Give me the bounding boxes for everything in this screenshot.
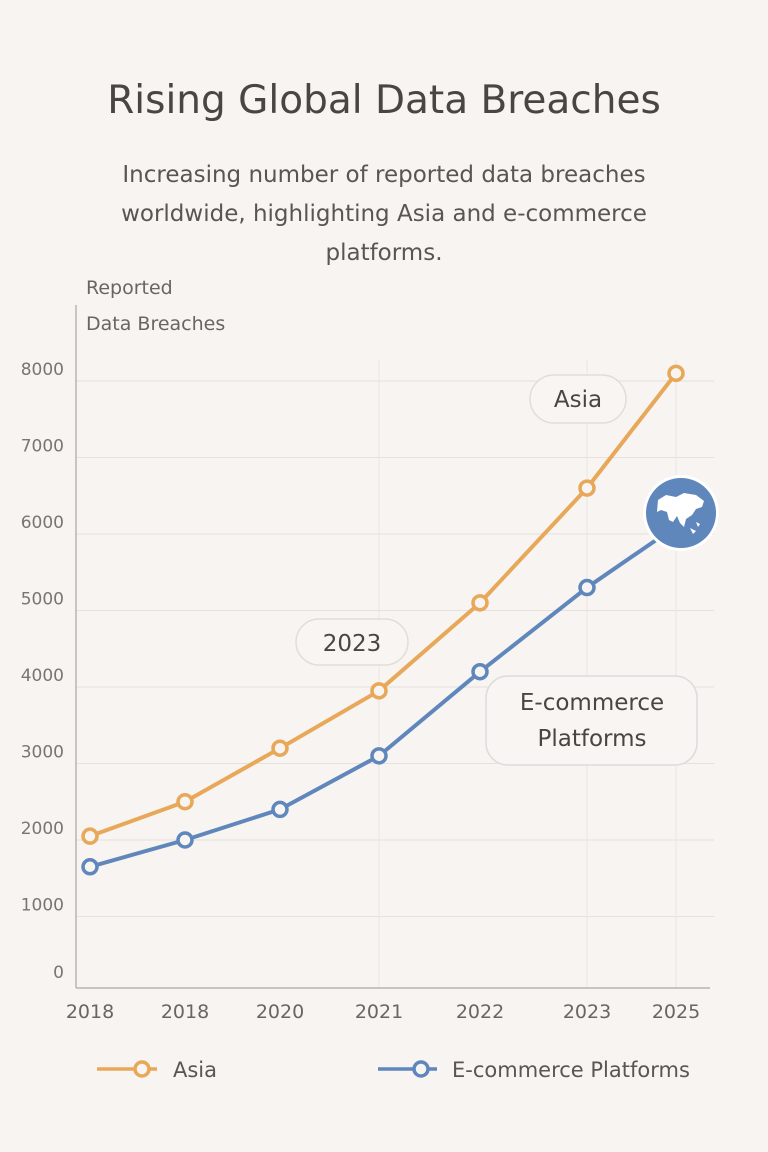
y-tick-label: 4000 bbox=[21, 666, 64, 686]
x-tick-label: 2021 bbox=[355, 1001, 403, 1023]
chart-title: Rising Global Data Breaches bbox=[107, 78, 661, 123]
ecommerce-data-point bbox=[81, 858, 99, 876]
x-tick-label: 2018 bbox=[66, 1001, 114, 1023]
asia-data-point bbox=[370, 682, 388, 700]
ecommerce-annotation-box bbox=[485, 675, 698, 766]
ecommerce-data-point bbox=[271, 800, 289, 819]
x-tick-label: 2022 bbox=[456, 1001, 504, 1023]
legend-asia-marker bbox=[133, 1060, 151, 1078]
chart-subtitle: Increasing number of reported data breac… bbox=[121, 162, 647, 266]
y-tick-label: 8000 bbox=[21, 360, 64, 380]
x-tick-label: 2018 bbox=[161, 1001, 209, 1023]
asia-series-line bbox=[89, 372, 678, 839]
asia-data-point bbox=[81, 827, 99, 845]
asia-globe-icon bbox=[643, 475, 719, 551]
y-tick-label: 3000 bbox=[21, 743, 64, 763]
y-axis-label-line-2: Data Breaches bbox=[86, 313, 226, 335]
y-tick-label: 5000 bbox=[21, 590, 64, 610]
y-tick-label: 1000 bbox=[21, 896, 64, 916]
year-annotation: 2023 bbox=[323, 631, 382, 657]
x-tick-label: 2025 bbox=[652, 1001, 700, 1023]
ecommerce-data-point bbox=[471, 662, 489, 681]
asia-annotation: Asia bbox=[554, 387, 602, 413]
legend-asia-label: Asia bbox=[173, 1058, 217, 1082]
asia-data-point bbox=[176, 793, 194, 811]
y-tick-label: 7000 bbox=[21, 437, 64, 457]
y-tick-label: 0 bbox=[53, 963, 64, 983]
ecommerce-data-point bbox=[578, 578, 596, 597]
asia-data-point bbox=[271, 739, 289, 757]
ecommerce-data-point bbox=[176, 831, 194, 849]
x-tick-label: 2023 bbox=[563, 1001, 611, 1023]
ecommerce-annotation-line-2: Platforms bbox=[538, 726, 647, 752]
legend-ecommerce-label: E-commerce Platforms bbox=[452, 1058, 690, 1082]
year-annotation-box bbox=[295, 618, 409, 666]
asia-data-point bbox=[471, 594, 489, 612]
y-axis-label-line-1: Reported bbox=[86, 277, 173, 299]
y-tick-label: 2000 bbox=[21, 819, 64, 839]
asia-data-point bbox=[667, 364, 685, 383]
asia-data-point bbox=[578, 479, 596, 497]
legend-ecommerce-marker bbox=[412, 1060, 430, 1078]
asia-annotation-box bbox=[529, 374, 627, 424]
ecommerce-annotation-line-1: E-commerce bbox=[520, 690, 664, 716]
ecommerce-data-point bbox=[370, 747, 388, 765]
y-tick-label: 6000 bbox=[21, 513, 64, 533]
x-tick-label: 2020 bbox=[256, 1001, 304, 1023]
y-axis-label: Reported Data Breaches bbox=[86, 270, 225, 342]
